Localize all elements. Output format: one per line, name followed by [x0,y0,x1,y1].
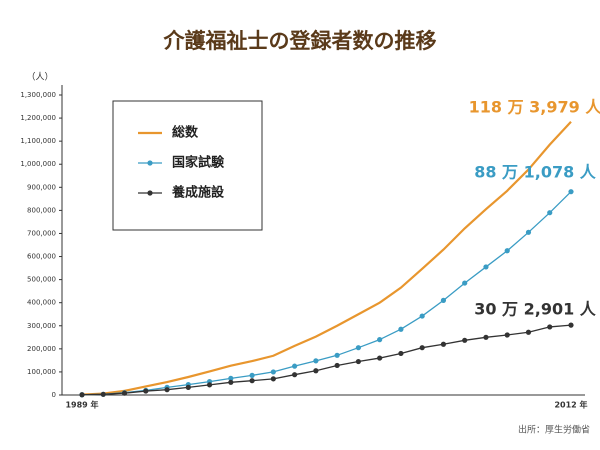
series-line [81,121,572,396]
data-point [228,375,234,381]
data-point [568,322,574,328]
data-point [292,363,298,369]
data-point [504,332,510,338]
chart-title: 介護福祉士の登録者数の推移 [163,29,437,53]
legend-label: 総数 [172,125,199,141]
data-point [462,280,468,286]
legend-label: 養成施設 [171,185,225,201]
data-point [568,189,574,195]
data-point [419,345,425,351]
data-point [334,362,340,369]
data-point [313,368,319,374]
y-tick-label: 600,000 [27,253,56,261]
data-point [249,372,255,378]
data-point [313,358,319,364]
legend-marker [147,190,153,196]
x-tick-label: 1989 年 [65,400,98,410]
data-point [164,387,170,393]
data-point [398,350,404,357]
y-tick-label: 800,000 [27,206,56,214]
data-point [462,337,468,343]
annotation: 30 万 2,901 人 [474,300,597,319]
y-tick-label: 0 [52,391,56,399]
data-point [206,382,213,388]
data-point [419,313,425,319]
data-point [483,334,489,340]
data-point [377,337,383,343]
y-tick-label: 1,000,000 [20,160,56,168]
data-point [440,341,447,347]
data-point [79,392,85,398]
data-point [483,264,489,270]
annotation: 88 万 1,078 人 [474,163,597,182]
data-point [504,248,510,254]
y-tick-label: 1,200,000 [20,114,56,122]
data-point [143,388,149,394]
series-line [81,191,572,396]
data-point [525,329,532,335]
data-point [440,297,447,303]
data-point [547,210,553,216]
data-point [270,376,276,382]
data-point [270,369,276,375]
data-point [292,372,298,378]
data-point [547,324,553,330]
y-tick-label: 300,000 [27,322,56,330]
legend-marker [147,160,153,166]
annotation: 118 万 3,979 人 [469,98,600,117]
data-point [525,229,532,235]
data-point [334,352,340,358]
data-point [185,384,191,390]
y-tick-label: 100,000 [27,368,56,376]
data-point [355,358,361,365]
data-point [228,379,234,385]
y-tick-label: 1,100,000 [20,137,56,145]
legend-box [112,100,263,231]
source: 出所：厚生労働省 [518,424,590,436]
data-point [398,326,404,332]
legend-label: 国家試験 [172,155,225,171]
data-point [377,355,383,361]
y-tick-label: 400,000 [27,299,56,307]
y-tick-label: 200,000 [27,345,56,353]
data-point [249,378,255,384]
y-unit: （人） [26,72,53,83]
x-tick-label: 2012 年 [554,400,587,410]
series-line [81,324,572,396]
y-tick-label: 500,000 [27,276,56,284]
y-tick-label: 700,000 [27,229,56,237]
data-point [121,390,128,396]
data-point [355,345,361,351]
y-tick-label: 1,300,000 [20,91,56,99]
data-point [100,391,106,397]
y-tick-label: 900,000 [27,183,56,191]
